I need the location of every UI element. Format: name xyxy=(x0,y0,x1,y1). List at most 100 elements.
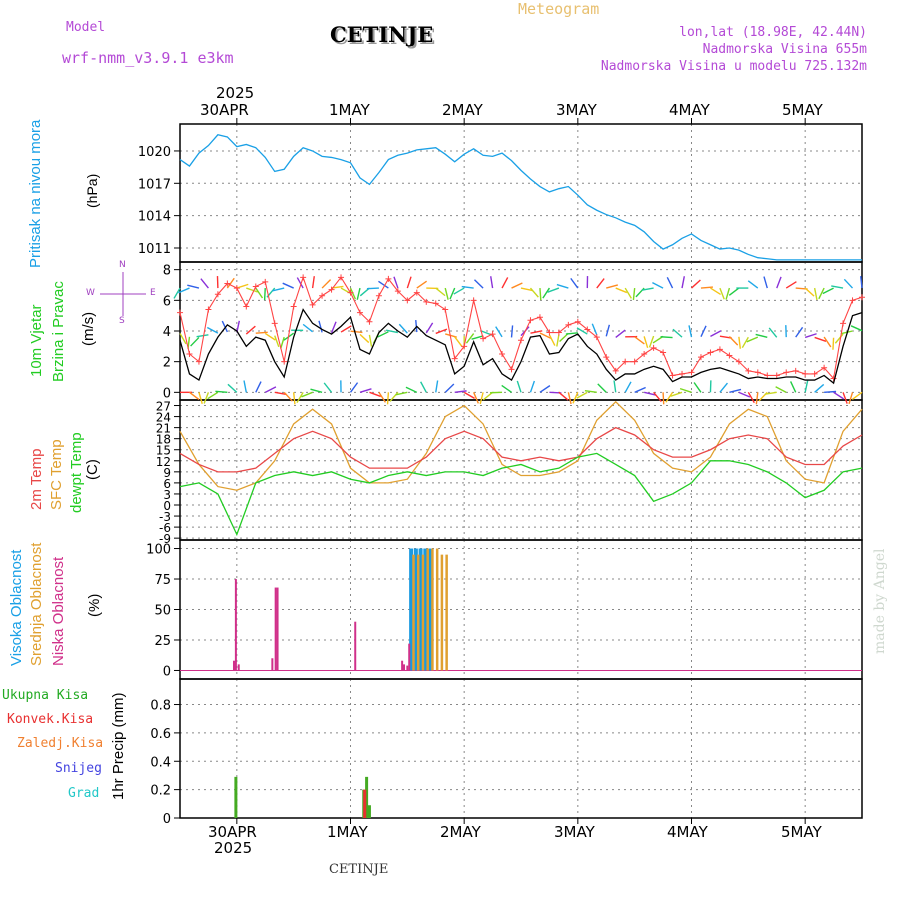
cloud-bar-mid xyxy=(435,548,439,671)
wind-title-2: Brzina i Pravac xyxy=(50,281,67,382)
wind-direction-arrow xyxy=(246,287,258,293)
wind-direction-arrow xyxy=(670,391,683,397)
wind-direction-arrow xyxy=(785,281,797,289)
precip-panel-frame xyxy=(179,678,863,819)
wind-direction-arrow xyxy=(666,276,674,289)
wind-direction-arrow xyxy=(196,334,209,338)
cloud-bar-mid xyxy=(445,554,448,671)
wind-direction-arrow xyxy=(804,380,809,393)
wind-gust-marker xyxy=(177,309,183,316)
wind-direction-arrow xyxy=(850,325,863,332)
wind-gust-marker xyxy=(811,370,818,377)
cloud-bar-mid xyxy=(416,554,420,671)
wind-gust-marker xyxy=(546,329,553,336)
cloud-bar-low xyxy=(232,660,235,671)
wind-direction-arrow xyxy=(221,320,228,333)
wind-gust-marker xyxy=(802,370,809,377)
wind-direction-arrow xyxy=(747,280,759,289)
pressure-line xyxy=(179,134,862,261)
wind-direction-arrow xyxy=(747,391,755,404)
wind-direction-arrow xyxy=(688,325,693,338)
wind-direction-arrow xyxy=(643,336,649,349)
cloud-bar-low xyxy=(401,660,404,671)
wind-gust-marker xyxy=(233,285,240,292)
wind-direction-arrow xyxy=(763,276,768,289)
legend-convective-rain: Konvek.Kisa xyxy=(7,712,94,727)
temp-panel-frame xyxy=(179,399,863,541)
wind-direction-arrow xyxy=(454,390,467,394)
wind-direction-arrow xyxy=(465,333,475,344)
wind-gust-marker xyxy=(356,309,363,316)
wind-gust-marker xyxy=(555,329,562,336)
wind-gust-marker xyxy=(252,283,259,290)
wind-direction-arrow xyxy=(236,283,249,289)
wind-direction-arrow xyxy=(198,392,203,405)
temp-title-1: 2m Temp xyxy=(28,448,45,510)
cloud-bar-mid xyxy=(431,548,434,671)
wind-direction-arrow xyxy=(653,391,662,402)
wind-gust-marker xyxy=(593,334,600,341)
cloud-bar-mid xyxy=(421,554,425,671)
y-tick-label: 1014 xyxy=(138,210,171,225)
wind-direction-arrow xyxy=(296,391,304,403)
wind-gust-marker xyxy=(745,367,752,374)
wind-direction-arrow xyxy=(823,336,832,348)
wind-direction-arrow xyxy=(570,277,579,289)
wind-gust-marker xyxy=(764,372,771,379)
bottom-day-label: 2MAY xyxy=(440,823,481,841)
wind-direction-arrow xyxy=(356,287,361,300)
y-tick-label: 75 xyxy=(154,573,171,588)
top-day-label: 4MAY xyxy=(669,101,710,119)
wind-direction-arrow xyxy=(804,333,817,339)
wind-direction-arrow xyxy=(764,391,777,395)
wind-direction-arrow xyxy=(539,332,552,339)
wind-direction-arrow xyxy=(691,279,701,289)
wind-direction-arrow xyxy=(843,278,854,289)
wind-gust-marker xyxy=(536,314,543,321)
y-tick-label: 0.6 xyxy=(150,727,171,742)
wind-direction-arrow xyxy=(389,391,399,402)
wind-gust-marker xyxy=(451,355,458,362)
wind-direction-arrow xyxy=(652,281,664,289)
wind-direction-arrow xyxy=(173,287,181,299)
y-tick-label: 4 xyxy=(163,325,171,340)
y-tick-label: 0 xyxy=(163,386,171,401)
wind-direction-arrow xyxy=(282,282,294,289)
wind-direction-arrow xyxy=(215,390,228,394)
wind-gust-marker xyxy=(754,369,761,376)
wind-direction-arrow xyxy=(416,280,428,289)
wind-gust-marker xyxy=(214,291,221,298)
wind-gust-marker xyxy=(707,349,714,356)
wind-gust-marker xyxy=(432,300,439,307)
wind-direction-arrow xyxy=(831,285,844,289)
cloud-unit: (%) xyxy=(86,593,103,617)
wind-gust-marker xyxy=(262,278,269,285)
wind-direction-arrow xyxy=(795,326,804,338)
wind-direction-arrow xyxy=(768,327,778,338)
wind-direction-arrow xyxy=(280,336,285,349)
wind-direction-arrow xyxy=(510,325,514,338)
wind-direction-arrow xyxy=(255,331,268,334)
y-tick-label: 12 xyxy=(156,455,171,469)
wind-gust-marker xyxy=(783,369,790,376)
y-tick-label: -6 xyxy=(159,521,171,535)
wind-direction-arrow xyxy=(710,287,721,296)
wind-direction-arrow xyxy=(832,337,835,350)
wind-direction-arrow xyxy=(321,279,332,289)
temp-title-3: dewpt Temp xyxy=(68,432,85,513)
wind-direction-arrow xyxy=(187,284,200,289)
wind-direction-arrow xyxy=(840,330,853,335)
wind-direction-arrow xyxy=(179,333,187,345)
wind-gust-marker xyxy=(697,354,704,361)
cloud-bar-low xyxy=(406,665,409,671)
bottom-day-label: 30APR xyxy=(208,823,257,841)
wind-gust-marker xyxy=(840,320,847,327)
y-tick-label: 8 xyxy=(163,264,171,279)
wind-direction-arrow xyxy=(301,391,313,398)
cloud-bar-low xyxy=(276,587,279,671)
wind-direction-arrow xyxy=(263,288,266,301)
wind-direction-arrow xyxy=(615,287,628,294)
wind-direction-arrow xyxy=(445,333,457,338)
wind-gust-marker xyxy=(338,274,345,281)
